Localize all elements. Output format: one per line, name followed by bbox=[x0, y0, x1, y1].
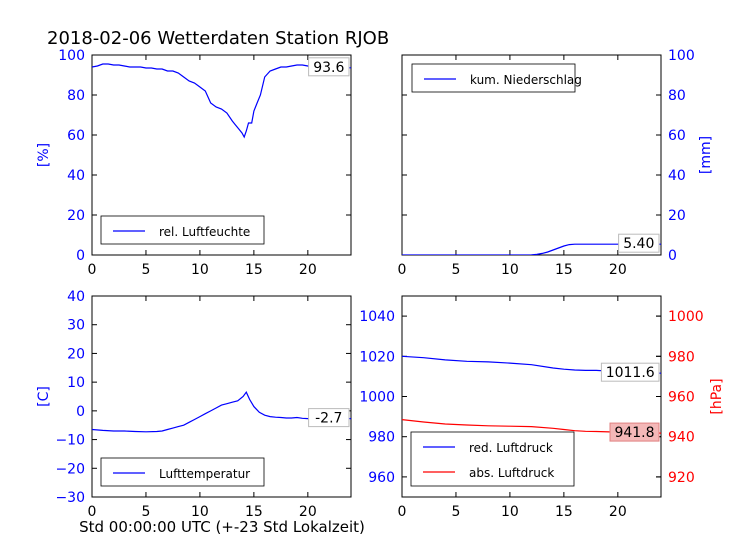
series-line-lufttemperatur bbox=[92, 391, 351, 433]
y-right-tick-label: 940 bbox=[668, 430, 695, 446]
legend-box bbox=[410, 431, 575, 487]
legend-label: kum. Niederschlag bbox=[470, 73, 582, 87]
y-tick-label: −30 bbox=[55, 490, 85, 506]
legend-box bbox=[100, 457, 265, 487]
x-tick-label: 0 bbox=[398, 504, 407, 520]
y-tick-label: 1040 bbox=[359, 309, 395, 325]
x-tick-label: 20 bbox=[609, 504, 627, 520]
last-value-box bbox=[308, 57, 350, 77]
x-tick-label: 15 bbox=[555, 262, 573, 278]
y-axis-label: [C] bbox=[36, 386, 52, 407]
y-axis-label: [mm] bbox=[698, 136, 714, 174]
legend-box bbox=[411, 63, 576, 93]
legend-label: Lufttemperatur bbox=[159, 467, 250, 481]
y-tick-label: 60 bbox=[668, 128, 686, 144]
panel-pressure: 0 5 10 15 20 960 980 1000 1020 1040 920 940 960 980 10… bbox=[359, 295, 725, 520]
x-tick-label: 5 bbox=[141, 504, 150, 520]
y-tick-label: 980 bbox=[368, 430, 395, 446]
y-tick-label: 80 bbox=[67, 88, 85, 104]
last-value-label: 5.40 bbox=[623, 236, 654, 252]
last-value-label: 1011.6 bbox=[606, 365, 655, 381]
y-tick-label: 0 bbox=[668, 248, 677, 264]
x-tick-label: 10 bbox=[501, 504, 519, 520]
y-tick-label: 40 bbox=[67, 289, 85, 305]
y-tick-label: 0 bbox=[76, 404, 85, 420]
x-tick-label: 15 bbox=[245, 504, 263, 520]
last-value-box bbox=[618, 233, 660, 253]
panel-humidity: 0 5 10 15 20 0 20 40 60 80 100 [%] 93.6 rel. Luftfeuc… bbox=[36, 48, 352, 278]
x-tick-label: 0 bbox=[88, 504, 97, 520]
y-tick-label: 80 bbox=[668, 88, 686, 104]
legend-label: abs. Luftdruck bbox=[469, 466, 554, 480]
x-tick-label: 15 bbox=[555, 504, 573, 520]
y-tick-label: 0 bbox=[76, 248, 85, 264]
y-tick-label: 60 bbox=[67, 128, 85, 144]
x-tick-label: 20 bbox=[299, 504, 317, 520]
last-value-box bbox=[308, 408, 350, 428]
y-tick-label: −10 bbox=[55, 433, 85, 449]
y-tick-label: 20 bbox=[67, 346, 85, 362]
legend-label: red. Luftdruck bbox=[469, 441, 553, 455]
x-tick-label: 10 bbox=[191, 504, 209, 520]
x-tick-label: 10 bbox=[191, 262, 209, 278]
y-tick-label: 960 bbox=[368, 470, 395, 486]
y-tick-label: 1020 bbox=[359, 349, 395, 365]
x-tick-label: 5 bbox=[451, 262, 460, 278]
y-right-axis-label: [hPa] bbox=[709, 378, 725, 414]
y-right-tick-label: 980 bbox=[668, 349, 695, 365]
last-value-label: -2.7 bbox=[315, 411, 342, 427]
x-tick-label: 5 bbox=[451, 504, 460, 520]
panel-temperature: 0 5 10 15 20 −30 −20 −10 0 10 20 30 40 [C] -2.7 Lufttem… bbox=[36, 289, 352, 520]
plot-frame bbox=[91, 295, 352, 498]
x-axis-label: Std 00:00:00 UTC (+-23 Std Lokalzeit) bbox=[79, 518, 365, 536]
plot-frame bbox=[91, 54, 352, 256]
series-line-rel-luftfeuchte bbox=[92, 63, 351, 139]
y-tick-label: 20 bbox=[67, 208, 85, 224]
x-tick-label: 0 bbox=[398, 262, 407, 278]
x-tick-label: 20 bbox=[299, 262, 317, 278]
x-tick-label: 10 bbox=[501, 262, 519, 278]
y-tick-label: 40 bbox=[668, 168, 686, 184]
figure-title: 2018-02-06 Wetterdaten Station RJOB bbox=[47, 28, 389, 49]
x-tick-label: 15 bbox=[245, 262, 263, 278]
legend-label: rel. Luftfeuchte bbox=[159, 225, 250, 239]
y-tick-label: 100 bbox=[668, 48, 695, 64]
x-tick-label: 0 bbox=[88, 262, 97, 278]
last-value-box bbox=[600, 362, 660, 382]
y-tick-label: 30 bbox=[67, 318, 85, 334]
y-right-tick-label: 920 bbox=[668, 470, 695, 486]
y-tick-label: 40 bbox=[67, 168, 85, 184]
x-tick-label: 5 bbox=[141, 262, 150, 278]
last-value-label: 941.8 bbox=[614, 425, 654, 441]
y-tick-label: −20 bbox=[55, 461, 85, 477]
y-axis-label: [%] bbox=[36, 143, 52, 167]
y-right-tick-label: 960 bbox=[668, 390, 695, 406]
y-tick-label: 10 bbox=[67, 375, 85, 391]
y-tick-label: 1000 bbox=[359, 390, 395, 406]
last-value-box bbox=[609, 422, 660, 442]
y-right-tick-label: 1000 bbox=[668, 309, 704, 325]
last-value-label: 93.6 bbox=[313, 60, 344, 76]
legend-box bbox=[100, 215, 265, 245]
y-tick-label: 20 bbox=[668, 208, 686, 224]
y-tick-label: 100 bbox=[58, 48, 85, 64]
x-tick-label: 20 bbox=[609, 262, 627, 278]
panel-precipitation: 0 5 10 15 20 0 20 40 60 80 100 [mm] 5.40 kum. Nieders… bbox=[398, 48, 714, 278]
